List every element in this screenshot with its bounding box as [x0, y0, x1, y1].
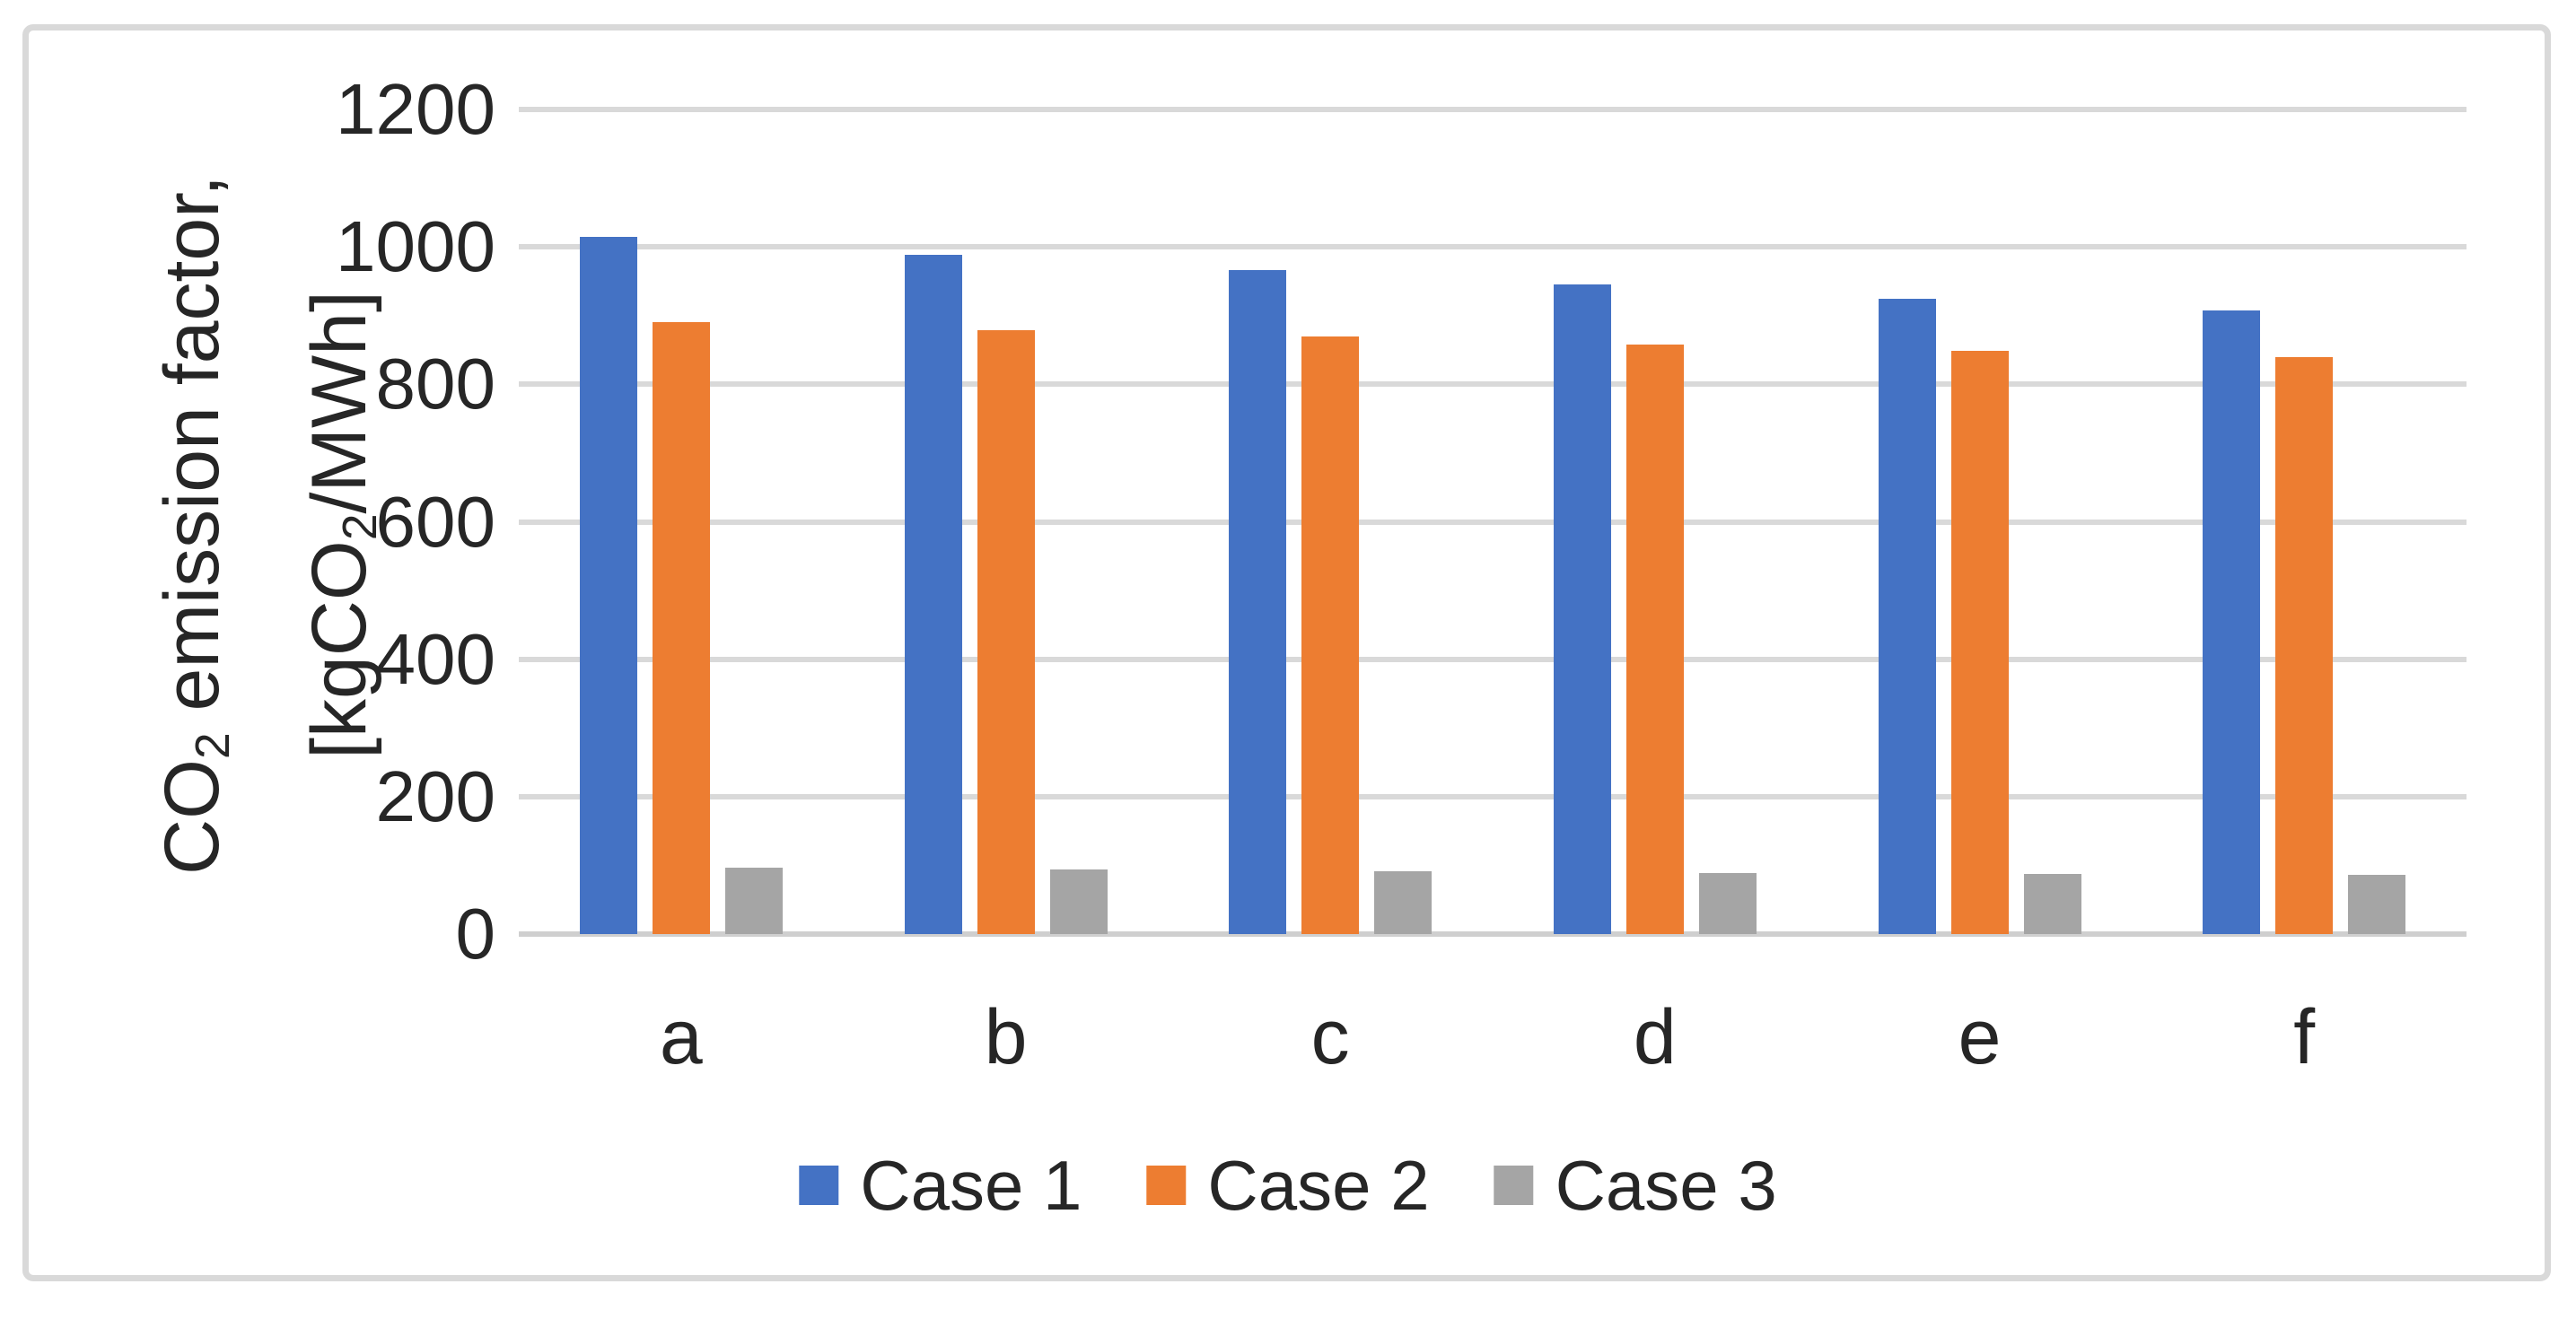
x-category-label-c: c: [1310, 994, 1350, 1080]
bar-case-3-e: [2023, 873, 2081, 934]
gridline-1000: [519, 244, 2466, 250]
chart-border: [22, 24, 2551, 1281]
y-tick-label-1000: 1000: [336, 206, 495, 287]
y-tick-label-200: 200: [375, 756, 495, 836]
x-category-label-d: d: [1633, 994, 1677, 1080]
gridline-200: [519, 793, 2466, 799]
bar-case-2-f: [2275, 356, 2334, 934]
bar-case-2-b: [977, 329, 1035, 934]
x-category-label-e: e: [1958, 994, 2002, 1080]
bar-case-1-b: [904, 254, 962, 934]
legend-item-case-2: Case 2: [1146, 1146, 1430, 1225]
gridline-800: [519, 381, 2466, 388]
gridline-1200: [519, 107, 2466, 112]
subscript-2: 2: [186, 732, 240, 760]
y-axis-title-line-2: [kgCO2/MWh]: [296, 291, 387, 759]
legend-item-case-1: Case 1: [799, 1147, 1082, 1224]
x-category-label-b: b: [984, 994, 1028, 1080]
x-category-label-f: f: [2293, 994, 2316, 1080]
y-axis-title-line-1: CO2 emission factor,: [149, 174, 240, 876]
y-tick-label-600: 600: [375, 481, 495, 562]
y-tick-label-400: 400: [375, 618, 495, 699]
legend-label-case-1: Case 1: [860, 1146, 1082, 1225]
subscript-2: 2: [333, 513, 387, 541]
legend-label-case-2: Case 2: [1207, 1146, 1430, 1225]
bar-case-1-a: [579, 236, 637, 934]
y-axis-title: CO2 emission factor, [kgCO2/MWh]: [124, 175, 418, 875]
bar-case-3-b: [1049, 869, 1108, 934]
y-tick-label-0: 0: [455, 894, 496, 974]
bar-case-2-d: [1625, 344, 1684, 934]
gridline-600: [519, 519, 2466, 525]
legend-swatch-case-1: [799, 1166, 839, 1205]
y-tick-label-1200: 1200: [336, 69, 495, 149]
legend-item-case-3: Case 3: [1494, 1147, 1777, 1224]
bar-case-1-e: [1878, 299, 1936, 934]
y-tick-label-800: 800: [375, 344, 495, 424]
bar-case-3-d: [1698, 872, 1757, 934]
bar-case-2-c: [1301, 336, 1360, 934]
legend-label-case-3: Case 3: [1555, 1146, 1777, 1225]
legend-swatch-case-3: [1494, 1166, 1534, 1205]
bar-case-1-d: [1553, 284, 1611, 934]
bar-case-2-a: [652, 321, 710, 934]
gridline-400: [519, 656, 2466, 662]
x-axis-line: [519, 931, 2466, 937]
bar-case-3-c: [1374, 871, 1433, 934]
bar-case-2-e: [1950, 350, 2009, 934]
bar-case-1-c: [1229, 270, 1287, 934]
legend-swatch-case-2: [1146, 1166, 1187, 1205]
bar-case-3-a: [724, 868, 783, 934]
legend: Case 1 Case 2 Case 3: [799, 1146, 1777, 1225]
x-category-label-a: a: [659, 994, 703, 1080]
bar-case-1-f: [2203, 310, 2261, 934]
bar-case-3-f: [2348, 875, 2406, 934]
